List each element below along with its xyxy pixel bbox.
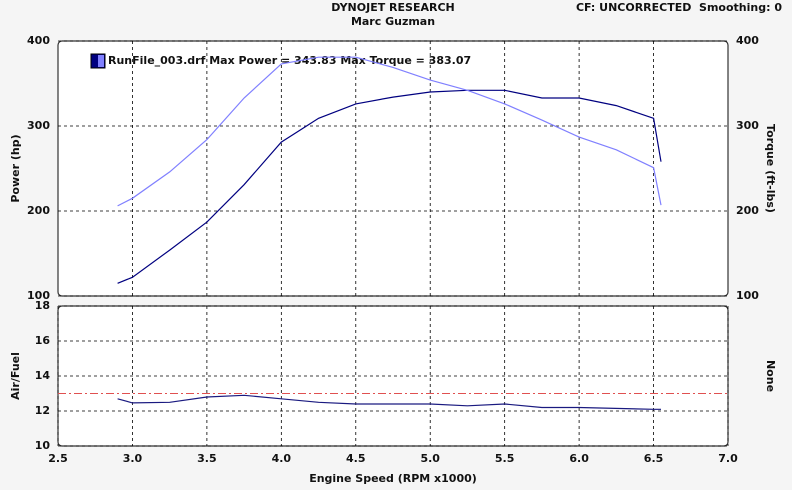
y-tick-label: 10 (35, 439, 51, 452)
y-tick-label: 300 (27, 119, 50, 132)
y-tick-label: 14 (35, 369, 51, 382)
header-title: DYNOJET RESEARCH (331, 1, 454, 14)
y-axis-label: Power (hp) (9, 134, 22, 202)
x-tick-label: 2.5 (48, 452, 68, 465)
y-tick-label: 200 (27, 204, 50, 217)
y2-tick-label: 200 (736, 204, 759, 217)
x-tick-label: 4.0 (272, 452, 292, 465)
x-tick-label: 4.5 (346, 452, 366, 465)
y-tick-label: 12 (35, 404, 50, 417)
x-tick-label: 6.5 (644, 452, 664, 465)
y2-tick-label: 100 (736, 289, 759, 302)
x-tick-label: 6.0 (569, 452, 589, 465)
y2-tick-label: 400 (736, 34, 759, 47)
y-tick-label: 100 (27, 289, 50, 302)
x-axis-label: Engine Speed (RPM x1000) (309, 472, 477, 485)
y-tick-label: 16 (35, 334, 51, 347)
data-line (117, 56, 662, 207)
data-line (117, 394, 661, 410)
y-tick-label: 18 (35, 299, 50, 312)
x-tick-label: 5.0 (420, 452, 440, 465)
x-tick-label: 3.5 (197, 452, 217, 465)
x-tick-label: 5.5 (495, 452, 515, 465)
legend-text: RunFile_003.drf Max Power = 343.83 Max T… (108, 54, 471, 67)
plot-area (57, 305, 729, 447)
x-tick-label: 3.0 (123, 452, 143, 465)
y-axis-label: Air/Fuel (9, 352, 22, 400)
data-line (117, 89, 662, 284)
plot-area (57, 40, 729, 297)
legend-icon (98, 55, 104, 67)
y2-axis-label: None (764, 360, 777, 392)
y-tick-label: 400 (27, 34, 50, 47)
header-settings: CF: UNCORRECTED Smoothing: 0 (576, 1, 782, 14)
y2-axis-label: Torque (ft-lbs) (764, 124, 777, 213)
y2-tick-label: 300 (736, 119, 759, 132)
header-subtitle: Marc Guzman (351, 15, 435, 28)
x-tick-label: 7.0 (718, 452, 738, 465)
